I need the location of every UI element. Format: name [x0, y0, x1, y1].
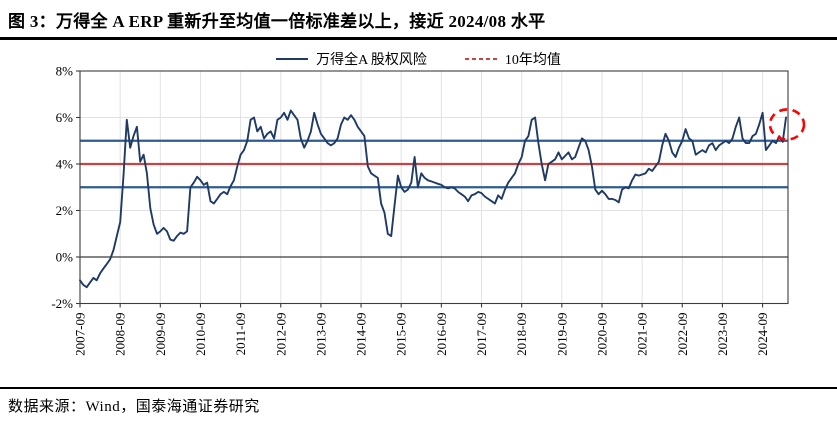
data-source: 数据来源：Wind，国泰海通证券研究 — [8, 399, 260, 415]
legend-label-mean: 10年均值 — [504, 53, 561, 68]
y-tick-label: 2% — [56, 203, 74, 218]
x-tick-label: 2012-09 — [273, 313, 288, 356]
x-tick-label: 2021-09 — [635, 313, 650, 356]
y-tick-label: 8% — [56, 64, 74, 79]
x-tick-label: 2010-09 — [193, 313, 208, 356]
x-tick-label: 2008-09 — [113, 313, 128, 356]
x-tick-label: 2023-09 — [715, 313, 730, 356]
x-tick-label: 2022-09 — [675, 313, 690, 356]
figure-title: 图 3：万得全 A ERP 重新升至均值一倍标准差以上，接近 2024/08 水… — [8, 12, 546, 31]
legend-item-mean: 10年均值 — [464, 49, 561, 69]
x-tick-label: 2007-09 — [73, 313, 88, 356]
plot-border — [79, 70, 789, 305]
x-tick-label: 2018-09 — [514, 313, 529, 356]
highlight-circle — [768, 108, 806, 141]
x-tick-label: 2011-09 — [233, 313, 248, 356]
y-tick-label: 4% — [56, 157, 74, 172]
x-tick-label: 2009-09 — [153, 313, 168, 356]
chart-area: 万得全A 股权风险 10年均值 8% 6% 4% 2% 0% -2% 2007-09 2008… — [0, 40, 837, 384]
erp-line-chart: 8% 6% 4% 2% 0% -2%2007-09 2008-09 2009-09 2010-0… — [51, 64, 806, 356]
footer-rule — [0, 387, 837, 389]
x-tick-label: 2013-09 — [313, 313, 328, 356]
x-tick-label: 2019-09 — [554, 313, 569, 356]
x-tick-label: 2015-09 — [394, 313, 409, 356]
title-rule — [0, 37, 837, 40]
dashed-line-sample-icon — [464, 57, 497, 61]
x-tick-label: 2014-09 — [354, 313, 369, 356]
x-tick-label: 2020-09 — [594, 313, 609, 356]
y-tick-label: 0% — [56, 250, 74, 265]
legend-label-erp: 万得全A 股权风险 — [316, 53, 427, 68]
chart-legend: 万得全A 股权风险 10年均值 — [0, 49, 837, 69]
erp-series-line — [79, 109, 787, 289]
x-tick-label: 2017-09 — [474, 313, 489, 356]
solid-line-sample-icon — [276, 57, 309, 61]
legend-item-erp: 万得全A 股权风险 — [276, 49, 427, 69]
x-tick-label: 2024-09 — [755, 313, 770, 356]
y-tick-label: -2% — [51, 296, 73, 311]
y-tick-label: 6% — [56, 110, 74, 125]
x-tick-label: 2016-09 — [434, 313, 449, 356]
